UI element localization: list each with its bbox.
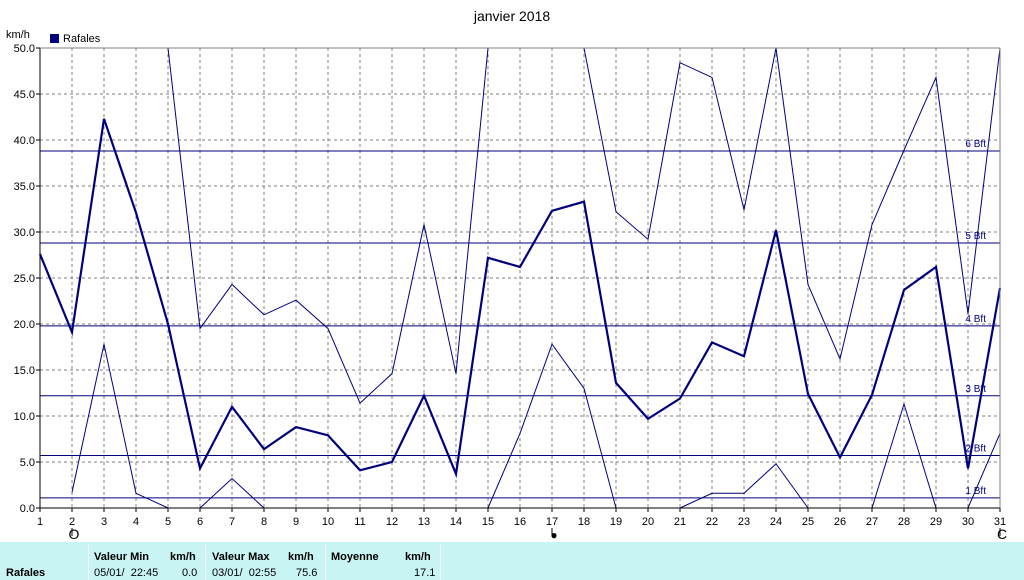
y-axis-unit: km/h: [6, 29, 30, 41]
x-tick-label: 21: [674, 516, 686, 528]
x-tick-label: 29: [930, 516, 942, 528]
beaufort-label: 3 Bft: [965, 384, 986, 395]
x-tick-label: 16: [514, 516, 526, 528]
x-tick-label: 19: [610, 516, 622, 528]
min-header: Valeur Min: [94, 551, 150, 563]
panel-divider: [440, 544, 441, 580]
x-tick-label: 30: [962, 516, 974, 528]
y-tick-label: 5.0: [20, 457, 35, 469]
y-tick-label: 30.0: [14, 227, 35, 239]
x-tick-label: 27: [866, 516, 878, 528]
x-tick-label: 2: [69, 516, 75, 528]
x-tick-label: 31: [994, 516, 1006, 528]
x-tick-label: 14: [450, 516, 462, 528]
legend-swatch: [50, 34, 59, 43]
x-tick-label: 25: [802, 516, 814, 528]
x-tick-label: 13: [418, 516, 430, 528]
x-tick-label: 12: [386, 516, 398, 528]
x-tick-label: 18: [578, 516, 590, 528]
series-line-secondary: [679, 463, 809, 509]
beaufort-label: 5 Bft: [965, 231, 986, 242]
min-date: 05/01/ 22:45: [94, 567, 159, 579]
x-tick-label: 22: [706, 516, 718, 528]
panel-divider: [205, 544, 206, 580]
plot-area: 0.0 5.0 10.0 15.0 20.0 25.0 30.0 35.0 40.0 45.0 50…: [14, 43, 1007, 542]
y-tick-label: 40.0: [14, 135, 35, 147]
legend-label: Rafales: [63, 33, 101, 45]
panel-divider: [88, 544, 89, 580]
max-value: 75.6: [296, 567, 318, 579]
beaufort-label: 6 Bft: [965, 139, 986, 150]
x-tick-label: 24: [770, 516, 782, 528]
x-tick-label: 26: [834, 516, 846, 528]
y-tick-label: 45.0: [14, 89, 35, 101]
x-tick-label: 28: [898, 516, 910, 528]
beaufort-label: 2 Bft: [965, 444, 986, 455]
min-value: 0.0: [182, 567, 198, 579]
x-tick-label: 5: [165, 516, 171, 528]
y-tick-label: 10.0: [14, 411, 35, 423]
row-label: Rafales: [6, 567, 46, 579]
moon-phase-icon: O: [69, 526, 80, 542]
x-tick-label: 7: [229, 516, 235, 528]
x-tick-label: 4: [133, 516, 139, 528]
mean-unit: km/h: [405, 551, 431, 563]
moon-phase-icon: ●: [550, 528, 557, 542]
mean-value: 17.1: [414, 567, 436, 579]
beaufort-label: 4 Bft: [965, 314, 986, 325]
max-unit: km/h: [288, 551, 314, 563]
y-tick-label: 50.0: [14, 43, 35, 55]
series-line-secondary: [167, 47, 489, 404]
series-line-secondary: [487, 343, 617, 509]
moon-phase-icon: C: [997, 526, 1007, 542]
x-tick-label: 6: [197, 516, 203, 528]
series-line-secondary: [583, 47, 1001, 361]
x-tick-label: 11: [354, 516, 365, 528]
min-unit: km/h: [170, 551, 196, 563]
panel-divider: [325, 544, 326, 580]
beaufort-label: 1 Bft: [965, 486, 986, 497]
x-tick-label: 1: [37, 516, 43, 528]
x-tick-label: 17: [546, 516, 558, 528]
x-tick-label: 10: [322, 516, 334, 528]
series-line-rafales: [38, 118, 1002, 479]
y-tick-label: 20.0: [14, 319, 35, 331]
x-tick-label: 8: [261, 516, 267, 528]
x-tick-label: 20: [642, 516, 654, 528]
x-tick-label: 3: [101, 516, 107, 528]
statistics-panel: Valeur Min km/h Valeur Max km/h Moyenne …: [0, 542, 1024, 580]
wind-gust-chart: janvier 2018 km/h Rafales 0.0 5.0 10.0 15.0…: [6, 8, 1007, 542]
mean-header: Moyenne: [331, 551, 379, 563]
y-tick-label: 15.0: [14, 365, 35, 377]
max-header: Valeur Max: [212, 551, 270, 563]
y-tick-label: 0.0: [20, 503, 35, 515]
x-tick-label: 23: [738, 516, 750, 528]
x-tick-label: 15: [482, 516, 494, 528]
max-date: 03/01/ 02:55: [212, 567, 277, 579]
y-tick-label: 35.0: [14, 181, 35, 193]
x-tick-label: 9: [293, 516, 299, 528]
chart-title: janvier 2018: [473, 8, 550, 24]
y-tick-label: 25.0: [14, 273, 35, 285]
